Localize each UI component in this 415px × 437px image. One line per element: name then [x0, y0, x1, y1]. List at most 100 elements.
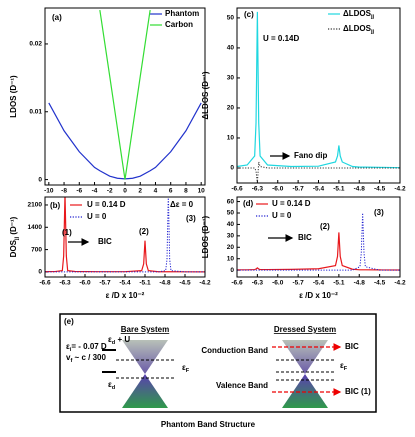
x-tick-label: -4.2 — [199, 280, 211, 287]
series-line — [45, 197, 205, 273]
y-tick-label: 2100 — [28, 202, 43, 209]
x-tick-label: -8 — [61, 188, 67, 195]
panel-label: (a) — [52, 13, 62, 22]
x-tick-label: -6.6 — [231, 280, 243, 287]
diagram-frame — [59, 313, 377, 413]
legend-label: U = 0 — [87, 212, 107, 221]
y-axis-label-part: jj — [14, 236, 20, 241]
y-tick-label: 20 — [227, 244, 235, 251]
x-tick-label: -4.8 — [354, 186, 366, 193]
parameter: vf ~ c / 300 — [66, 353, 106, 364]
y-tick-label: 10 — [227, 255, 235, 262]
x-tick-label: -4.8 — [354, 280, 366, 287]
x-tick-label: -4.8 — [159, 280, 171, 287]
x-tick-label: -4.2 — [394, 186, 406, 193]
y-tick-label: 40 — [227, 221, 235, 228]
x-axis-label: ε /D x 10⁻² — [106, 291, 145, 300]
x-tick-label: -5.4 — [119, 280, 131, 287]
series-line — [237, 11, 400, 169]
y-axis-label: DOSjj (D⁻¹) — [9, 216, 20, 257]
parameter-part: i — [70, 347, 72, 353]
level-label-part: ε — [108, 380, 112, 389]
x-tick-label: -6.6 — [231, 186, 243, 193]
y-tick-label: 700 — [31, 246, 42, 253]
annotation: (3) — [374, 208, 384, 217]
x-tick-label: -5.1 — [139, 280, 151, 287]
fermi-label-part: ε — [340, 361, 344, 370]
y-axis-label: LDOS (D⁻¹) — [201, 215, 210, 258]
y-tick-label: 0 — [38, 269, 42, 276]
series-line — [45, 197, 205, 273]
diagram-title: Bare System — [121, 325, 169, 334]
y-tick-label: 30 — [227, 233, 235, 240]
y-axis-label: LDOS (D⁻¹) — [9, 75, 18, 118]
x-tick-label: -2 — [107, 188, 113, 195]
series-line — [237, 232, 400, 271]
x-tick-label: -4.5 — [179, 280, 191, 287]
parameter-part: ε — [66, 342, 70, 351]
x-tick-label: -4 — [92, 188, 98, 195]
annotation: (3) — [186, 214, 196, 223]
bic-label: BIC — [345, 342, 359, 351]
y-tick-label: 0 — [230, 165, 234, 172]
parameter: εi= - 0.07 D — [66, 342, 107, 353]
annotation: (2) — [139, 227, 149, 236]
annotation: U = 0.14D — [263, 34, 299, 43]
y-tick-label: 0 — [38, 176, 42, 183]
legend-label-part: jj — [370, 14, 375, 20]
x-tick-label: 4 — [154, 188, 158, 195]
x-tick-label: -4.5 — [374, 280, 386, 287]
fermi-label: εF — [340, 361, 348, 372]
parameter-part: ~ c / 300 — [72, 353, 106, 362]
x-tick-label: -5.7 — [293, 186, 305, 193]
y-tick-label: 0.01 — [29, 108, 42, 115]
x-tick-label: -6.3 — [252, 186, 264, 193]
legend-label-part: ΔLDOS — [343, 24, 372, 33]
plot-frame — [44, 7, 206, 186]
x-tick-label: -6.0 — [272, 186, 284, 193]
x-tick-label: -4.5 — [374, 186, 386, 193]
x-tick-label: -5.1 — [333, 186, 345, 193]
x-axis-label: ε /D x 10⁻² — [299, 291, 338, 300]
y-axis-label-part: (D⁻¹) — [9, 216, 18, 237]
x-tick-label: -6.3 — [252, 280, 264, 287]
band-label: Conduction Band — [201, 346, 268, 355]
parameter-part: v — [66, 353, 71, 362]
fermi-label-part: F — [344, 366, 348, 372]
y-tick-label: 60 — [227, 198, 235, 205]
fermi-label: εF — [182, 363, 190, 374]
level-label-part: + U — [115, 335, 130, 344]
legend-label: U = 0.14 D — [87, 200, 126, 209]
diagram-label: (e) — [64, 317, 74, 326]
annotation: Fano dip — [294, 151, 327, 160]
panel-label: (b) — [50, 201, 61, 210]
plot-frame — [44, 196, 206, 278]
x-tick-label: -5.1 — [333, 280, 345, 287]
annotation: Δε = 0 — [170, 200, 194, 209]
caption: Phantom Band Structure — [161, 420, 256, 429]
parameter-part: f — [70, 358, 72, 364]
y-tick-label: 30 — [227, 75, 235, 82]
x-tick-label: -4.2 — [394, 280, 406, 287]
series-line — [99, 9, 151, 180]
x-tick-label: 0 — [123, 188, 127, 195]
bare-lower-cone — [122, 374, 168, 408]
y-tick-label: 50 — [227, 210, 235, 217]
legend-label: ΔLDOSjj — [343, 24, 375, 35]
x-tick-label: 6 — [169, 188, 173, 195]
x-tick-label: -5.4 — [313, 280, 325, 287]
level-label-part: d — [112, 340, 116, 346]
x-tick-label: -5.4 — [313, 186, 325, 193]
y-tick-label: 1400 — [28, 224, 43, 231]
x-tick-label: -6.0 — [79, 280, 91, 287]
x-tick-label: 10 — [198, 188, 206, 195]
series-line — [237, 161, 400, 183]
x-tick-label: 2 — [138, 188, 142, 195]
annotation: (2) — [320, 222, 330, 231]
plot-frame — [236, 196, 401, 278]
plot-frame — [236, 7, 401, 184]
x-tick-label: -6.0 — [272, 280, 284, 287]
bare-upper-cone — [122, 340, 168, 374]
level-label-part: d — [112, 385, 116, 391]
annotation: (1) — [62, 228, 72, 237]
